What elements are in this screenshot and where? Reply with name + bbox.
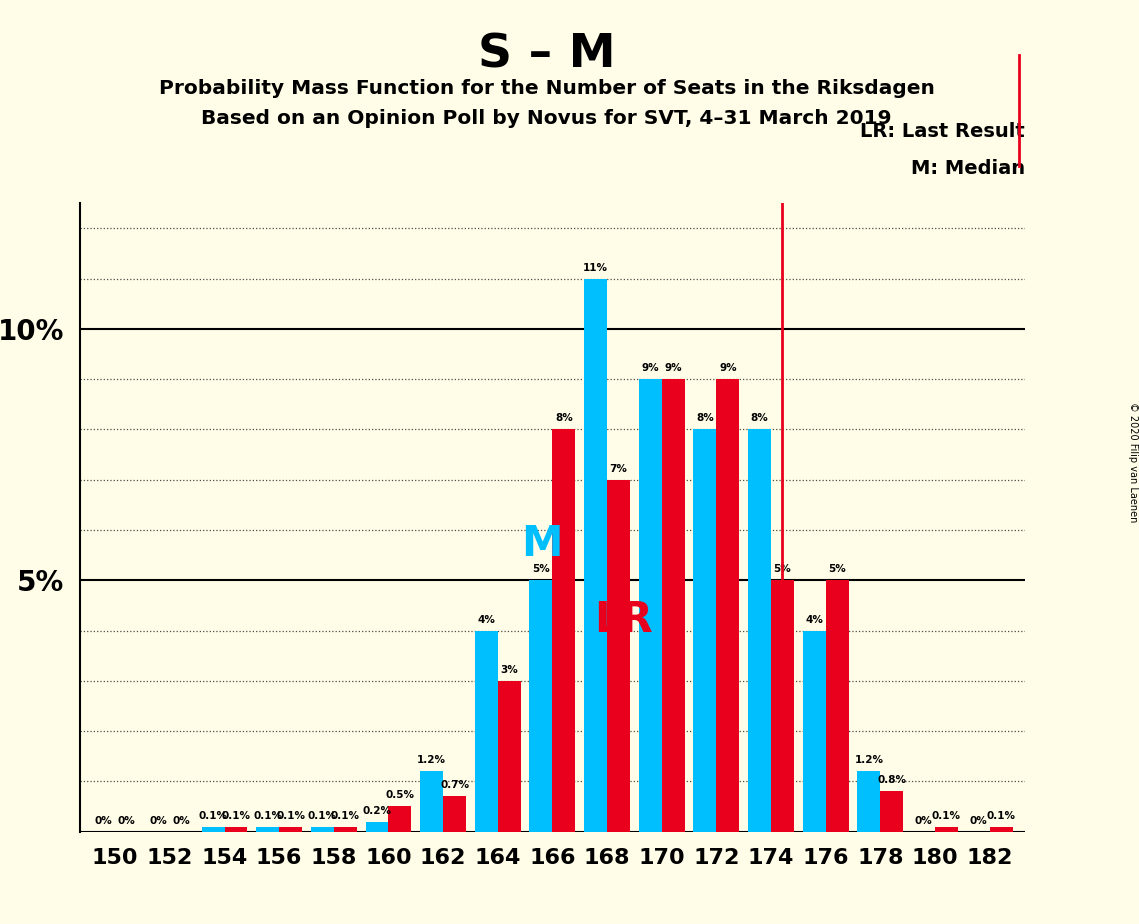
- Text: 0%: 0%: [915, 816, 933, 825]
- Text: 8%: 8%: [555, 413, 573, 423]
- Text: 0%: 0%: [969, 816, 988, 825]
- Bar: [552, 430, 575, 832]
- Text: M: M: [521, 523, 563, 565]
- Text: 0.1%: 0.1%: [221, 810, 251, 821]
- Bar: [771, 580, 794, 832]
- Bar: [256, 827, 279, 832]
- Bar: [748, 430, 771, 832]
- Text: 9%: 9%: [641, 363, 659, 373]
- Bar: [334, 827, 357, 832]
- Bar: [420, 772, 443, 832]
- Text: M: Median: M: Median: [911, 159, 1025, 178]
- Text: 0.1%: 0.1%: [932, 810, 961, 821]
- Text: 0.1%: 0.1%: [986, 810, 1016, 821]
- Text: S – M: S – M: [478, 32, 615, 78]
- Text: LR: LR: [595, 599, 653, 640]
- Text: 0.1%: 0.1%: [253, 810, 282, 821]
- Text: 0.1%: 0.1%: [308, 810, 337, 821]
- Text: 0.7%: 0.7%: [440, 781, 469, 790]
- Text: 0.5%: 0.5%: [385, 790, 415, 800]
- Text: Based on an Opinion Poll by Novus for SVT, 4–31 March 2019: Based on an Opinion Poll by Novus for SV…: [202, 109, 892, 128]
- Text: 11%: 11%: [583, 262, 608, 273]
- Text: 8%: 8%: [751, 413, 769, 423]
- Bar: [716, 379, 739, 832]
- Text: 3%: 3%: [500, 664, 518, 675]
- Text: 1.2%: 1.2%: [417, 755, 446, 765]
- Text: 4%: 4%: [805, 614, 823, 625]
- Text: 0%: 0%: [117, 816, 136, 825]
- Text: 9%: 9%: [664, 363, 682, 373]
- Text: 0.2%: 0.2%: [362, 806, 392, 816]
- Text: 0%: 0%: [95, 816, 113, 825]
- Text: 5%: 5%: [828, 565, 846, 574]
- Bar: [498, 681, 521, 832]
- Text: 0.8%: 0.8%: [877, 775, 907, 785]
- Text: 9%: 9%: [719, 363, 737, 373]
- Text: 0.1%: 0.1%: [198, 810, 228, 821]
- Bar: [475, 630, 498, 832]
- Text: LR: Last Result: LR: Last Result: [860, 122, 1025, 140]
- Text: 5%: 5%: [773, 565, 792, 574]
- Bar: [202, 827, 224, 832]
- Bar: [607, 480, 630, 832]
- Bar: [530, 580, 552, 832]
- Bar: [388, 807, 411, 832]
- Bar: [826, 580, 849, 832]
- Bar: [662, 379, 685, 832]
- Text: 4%: 4%: [477, 614, 495, 625]
- Text: 8%: 8%: [696, 413, 714, 423]
- Bar: [639, 379, 662, 832]
- Text: 0.1%: 0.1%: [330, 810, 360, 821]
- Text: 0%: 0%: [172, 816, 190, 825]
- Bar: [443, 796, 466, 832]
- Bar: [990, 827, 1013, 832]
- Bar: [694, 430, 716, 832]
- Text: 7%: 7%: [609, 464, 628, 474]
- Bar: [803, 630, 826, 832]
- Text: © 2020 Filip van Laenen: © 2020 Filip van Laenen: [1129, 402, 1138, 522]
- Bar: [880, 791, 903, 832]
- Bar: [311, 827, 334, 832]
- Text: 0.1%: 0.1%: [276, 810, 305, 821]
- Bar: [935, 827, 958, 832]
- Bar: [366, 821, 388, 832]
- Text: 0%: 0%: [149, 816, 167, 825]
- Text: Probability Mass Function for the Number of Seats in the Riksdagen: Probability Mass Function for the Number…: [158, 79, 935, 98]
- Bar: [224, 827, 247, 832]
- Text: 5%: 5%: [532, 565, 550, 574]
- Text: 1.2%: 1.2%: [854, 755, 884, 765]
- Bar: [279, 827, 302, 832]
- Bar: [858, 772, 880, 832]
- Bar: [584, 279, 607, 832]
